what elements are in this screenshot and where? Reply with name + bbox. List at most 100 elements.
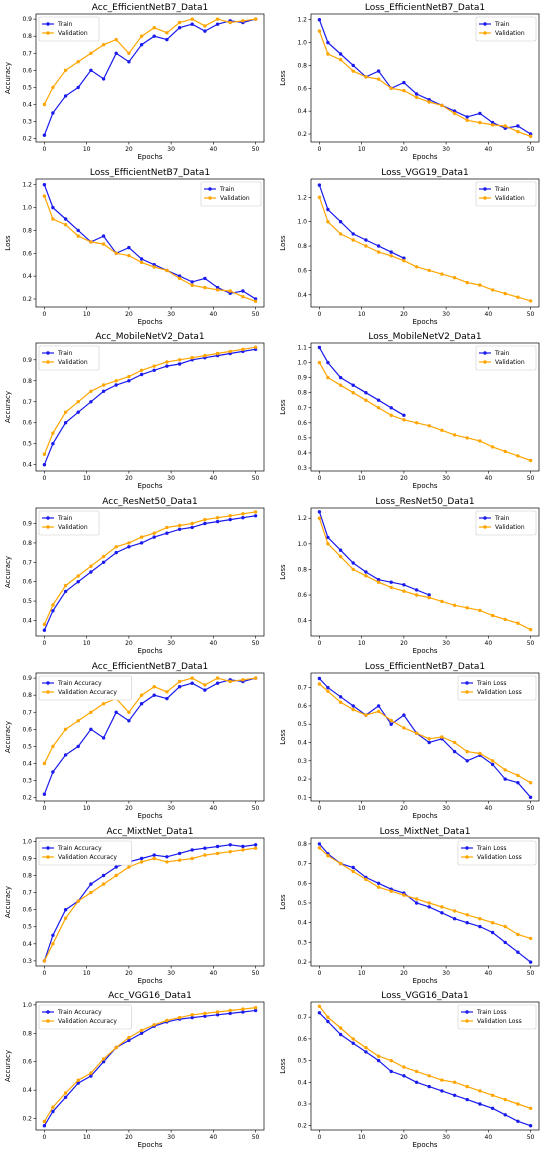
data-point — [490, 123, 495, 127]
legend-marker — [465, 1019, 469, 1023]
plot-frame — [310, 1001, 540, 1131]
y-tick-label: 0.6 — [297, 880, 307, 887]
data-point — [326, 685, 330, 690]
y-tick-label: 0.5 — [22, 743, 32, 750]
data-point — [101, 560, 106, 565]
legend: Train Validation — [475, 510, 537, 536]
data-point — [402, 713, 406, 717]
plot-frame — [310, 343, 540, 472]
y-tick-label: 0.4 — [22, 462, 32, 469]
x-tick-label: 30 — [442, 1134, 450, 1141]
legend-label: Train — [219, 186, 235, 193]
legend-label: Train — [494, 186, 510, 193]
data-point — [351, 69, 355, 73]
legend-marker — [46, 525, 50, 529]
data-point — [414, 588, 419, 592]
data-point — [427, 900, 431, 905]
data-point — [228, 20, 232, 25]
x-tick-label: 40 — [485, 640, 493, 647]
data-point — [503, 777, 507, 781]
data-point — [42, 761, 47, 765]
data-point — [42, 452, 47, 457]
data-point — [165, 364, 169, 369]
data-point — [326, 1015, 330, 1020]
x-tick-label: 10 — [358, 1134, 366, 1141]
series-line — [43, 195, 256, 302]
series-line — [318, 362, 531, 462]
data-point — [114, 1045, 118, 1050]
legend-marker — [483, 31, 487, 35]
x-tick-label: 0 — [43, 311, 47, 318]
data-point — [452, 111, 457, 116]
legend-label: Validation Accuracy — [58, 689, 117, 696]
x-tick-label: 40 — [210, 970, 218, 977]
data-point — [241, 288, 245, 293]
data-point — [63, 222, 68, 227]
y-tick-label: 1.2 — [297, 17, 307, 24]
chart-title: Loss_EfficientNetB7_Data1 — [365, 3, 485, 13]
data-point — [528, 795, 533, 799]
x-tick-label: 20 — [400, 1134, 408, 1141]
data-point — [528, 936, 533, 940]
data-point — [516, 621, 520, 625]
data-point — [190, 856, 194, 860]
y-tick-label: 0.3 — [297, 758, 307, 765]
data-point — [402, 583, 406, 587]
series-line — [43, 677, 256, 795]
data-point — [389, 250, 393, 254]
data-point — [490, 445, 495, 449]
data-point — [351, 567, 355, 572]
data-point — [528, 459, 533, 463]
y-tick-label: 0.6 — [22, 67, 32, 74]
data-point — [376, 77, 381, 81]
data-point — [317, 195, 322, 199]
data-point — [139, 856, 144, 860]
y-axis-label: Accuracy — [4, 721, 12, 753]
y-tick-label: 0.2 — [297, 959, 307, 966]
y-tick-label: 0.8 — [297, 390, 307, 397]
x-tick-label: 10 — [83, 475, 91, 482]
data-point — [253, 1008, 258, 1013]
y-tick-label: 0.2 — [297, 131, 307, 138]
data-point — [152, 264, 156, 269]
legend-marker — [46, 360, 50, 365]
data-point — [190, 525, 194, 530]
data-point — [326, 535, 330, 540]
y-tick-label: 0.7 — [22, 399, 32, 406]
data-point — [440, 103, 444, 108]
data-point — [364, 1050, 368, 1054]
data-point — [326, 1019, 330, 1024]
y-tick-label: 0.8 — [22, 692, 32, 699]
data-point — [76, 85, 80, 90]
data-point — [63, 752, 68, 757]
x-tick-label: 20 — [125, 475, 133, 482]
series-line — [318, 843, 531, 963]
data-point — [465, 280, 469, 284]
data-point — [42, 622, 47, 627]
data-point — [253, 510, 258, 514]
data-point — [165, 360, 169, 364]
data-point — [402, 725, 406, 730]
data-point — [440, 910, 444, 914]
legend-box — [38, 346, 100, 371]
legend-marker — [46, 690, 50, 694]
y-tick-label: 0.1 — [297, 794, 307, 801]
x-tick-label: 20 — [400, 311, 408, 318]
data-point — [51, 933, 55, 937]
x-tick-label: 10 — [83, 970, 91, 977]
data-point — [317, 18, 322, 22]
y-tick-label: 0.8 — [22, 1030, 32, 1037]
plot-frame — [310, 13, 540, 143]
y-tick-label: 0.7 — [22, 709, 32, 716]
x-tick-label: 40 — [210, 805, 218, 812]
chart-title: Loss_MobileNetV2_Data1 — [368, 332, 481, 342]
data-point — [427, 1074, 431, 1078]
data-point — [190, 356, 194, 360]
data-point — [478, 916, 482, 920]
data-point — [528, 1124, 533, 1128]
data-point — [326, 219, 330, 224]
x-axis-label: Epochs — [137, 153, 162, 161]
legend-label: Train — [494, 21, 510, 28]
data-point — [427, 268, 431, 272]
data-point — [452, 1093, 457, 1098]
